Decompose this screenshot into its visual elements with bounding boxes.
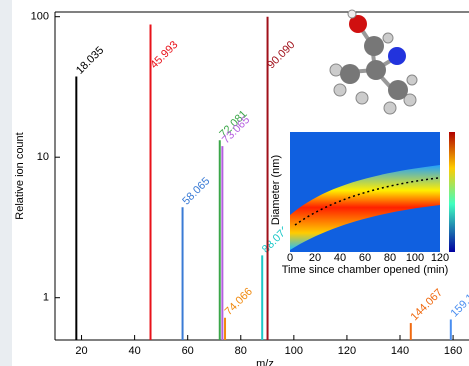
inset-ticks: 0 20 40 60 80 100 120 (287, 252, 449, 264)
peak-label: 159.146 (449, 283, 469, 320)
y-axis-label: Relative ion count (14, 132, 26, 219)
peak-label: 90.090 (265, 39, 297, 71)
peak-label: 144.067 (408, 287, 445, 324)
inset-x-tick-label: 60 (359, 252, 371, 264)
inset-x-tick-label: 120 (431, 252, 449, 264)
peak-label: 74.066 (223, 286, 255, 318)
inset-x-tick-label: 100 (406, 252, 424, 264)
side-strip (0, 0, 12, 366)
peak-label: 58.065 (180, 175, 212, 207)
x-tick-label: 20 (75, 345, 87, 357)
peak-label: 18.035 (74, 44, 106, 76)
inset-x-tick-label: 0 (287, 252, 293, 264)
molecule-inset (329, 9, 418, 115)
x-tick-label: 100 (285, 345, 303, 357)
inset-x-tick-label: 20 (309, 252, 321, 264)
x-axis-label: m/z (256, 358, 274, 366)
y-tick-label: 10 (37, 151, 49, 163)
y-tick-label: 100 (31, 11, 49, 23)
x-tick-label: 160 (444, 345, 462, 357)
x-tick-label: 140 (391, 345, 409, 357)
inset-x-label: Time since chamber opened (min) (282, 264, 449, 276)
inset-x-tick-label: 40 (334, 252, 346, 264)
inset-x-tick-label: 80 (384, 252, 396, 264)
heatmap-inset: Diameter (nm) Time since chamber opened … (270, 128, 469, 276)
x-tick-label: 80 (235, 345, 247, 357)
peak-label: 45.993 (148, 39, 180, 71)
inset-y-label: Diameter (nm) (270, 155, 282, 225)
x-tick-label: 40 (128, 345, 140, 357)
y-tick-label: 1 (43, 292, 49, 304)
x-tick-label: 60 (182, 345, 194, 357)
x-tick-label: 120 (338, 345, 356, 357)
